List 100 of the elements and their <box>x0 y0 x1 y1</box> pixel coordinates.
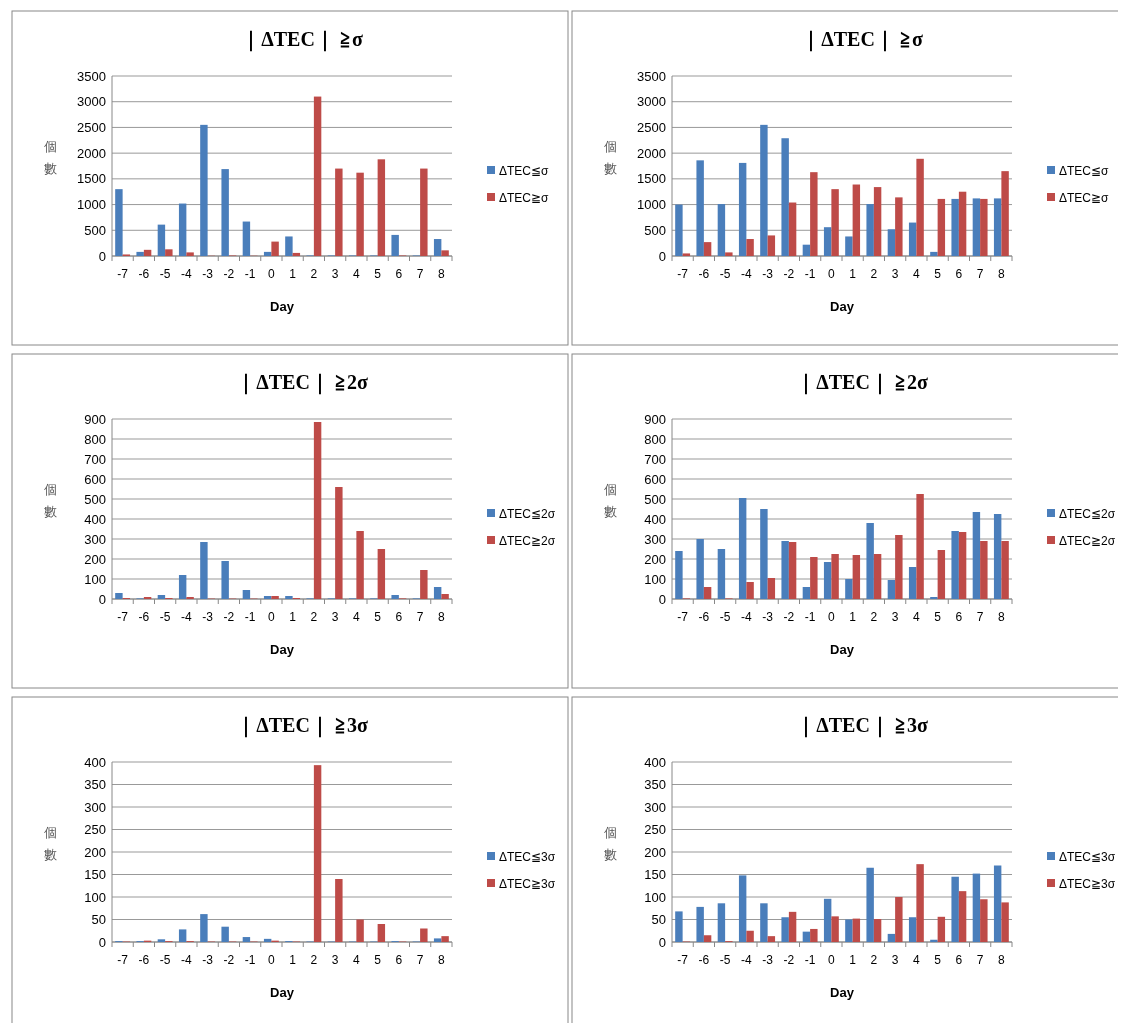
x-tick-label: -5 <box>719 267 731 281</box>
bar <box>157 939 166 942</box>
bar <box>895 535 903 599</box>
bar <box>823 227 832 256</box>
bar <box>242 590 251 599</box>
bar <box>916 158 924 256</box>
bar <box>200 124 208 256</box>
bar <box>703 935 712 942</box>
x-tick-label: -2 <box>783 610 795 624</box>
x-tick-label: 4 <box>913 953 921 967</box>
bar <box>908 567 917 599</box>
bar <box>887 933 896 942</box>
x-tick-label: 0 <box>828 953 836 967</box>
y-tick-label: 200 <box>84 551 106 567</box>
bar <box>831 554 839 599</box>
legend-label: ΔTEC≧σ <box>1059 191 1110 206</box>
bar <box>930 939 938 942</box>
bar <box>675 911 683 942</box>
y-tick-label: 250 <box>644 822 666 838</box>
bar <box>810 172 818 256</box>
x-tick-label: -7 <box>677 267 689 281</box>
bar <box>441 594 449 599</box>
x-tick-label: 1 <box>849 610 857 624</box>
x-tick-label: -1 <box>244 610 256 624</box>
legend-label: ΔTEC≧2σ <box>499 534 556 549</box>
y-tick-label: 100 <box>644 571 666 587</box>
x-tick-label: 0 <box>828 267 836 281</box>
x-tick-label: 7 <box>976 953 984 967</box>
x-tick-label: 8 <box>438 610 446 624</box>
bar <box>313 765 322 942</box>
bar <box>200 914 208 942</box>
bar <box>356 919 364 942</box>
bar <box>717 204 726 256</box>
bar <box>980 899 988 942</box>
x-tick-label: 5 <box>374 267 382 281</box>
x-tick-label: 1 <box>289 610 297 624</box>
x-tick-label: -2 <box>783 267 795 281</box>
y-tick-label: 900 <box>84 411 106 427</box>
bar <box>115 189 123 256</box>
y-tick-label: 350 <box>644 777 666 793</box>
x-tick-label: 0 <box>268 610 276 624</box>
bar <box>810 928 818 942</box>
y-tick-label: 0 <box>658 248 666 264</box>
x-tick-label: 3 <box>891 610 899 624</box>
y-tick-label: 0 <box>658 591 666 607</box>
bar <box>760 509 768 599</box>
bar <box>717 549 726 599</box>
y-tick-label: 150 <box>84 867 106 883</box>
x-tick-label: 2 <box>870 610 878 624</box>
bar <box>313 96 322 256</box>
y-tick-label: 600 <box>84 471 106 487</box>
bar <box>675 551 683 599</box>
x-tick-label: -4 <box>741 953 753 967</box>
bar <box>866 523 874 599</box>
bar <box>420 570 428 599</box>
bar <box>356 172 364 256</box>
y-tick-label: 2500 <box>77 119 106 135</box>
bar <box>263 596 272 599</box>
x-tick-label: 8 <box>998 267 1006 281</box>
chart-title: ｜ΔTEC｜ ≧2σ <box>796 371 928 395</box>
bar <box>873 187 882 256</box>
bar <box>958 191 967 256</box>
bar <box>675 204 683 256</box>
x-tick-label: -7 <box>117 610 129 624</box>
x-tick-label: 0 <box>268 953 276 967</box>
bar <box>377 159 386 256</box>
bar <box>895 897 903 942</box>
x-tick-label: 1 <box>849 953 857 967</box>
y-tick-label: 900 <box>644 411 666 427</box>
bar <box>725 252 733 256</box>
x-tick-label: 6 <box>955 953 963 967</box>
y-tick-label: 400 <box>644 754 666 770</box>
y-axis-title: 個數 <box>603 825 617 862</box>
x-tick-label: -5 <box>159 610 171 624</box>
legend-label: ΔTEC≦σ <box>499 164 550 179</box>
x-tick-label: 6 <box>955 267 963 281</box>
x-tick-label: -4 <box>181 953 193 967</box>
legend-label: ΔTEC≦3σ <box>499 850 556 865</box>
x-tick-label: 7 <box>416 267 424 281</box>
x-tick-label: 4 <box>353 953 361 967</box>
bar <box>746 930 754 942</box>
y-tick-label: 300 <box>84 799 106 815</box>
legend-label: ΔTEC≧2σ <box>1059 534 1116 549</box>
legend-label: ΔTEC≦2σ <box>1059 507 1116 522</box>
chart-title: ｜ΔTEC｜ ≧3σ <box>236 714 368 738</box>
chart-title: ｜ΔTEC｜ ≧2σ <box>236 371 368 395</box>
bar <box>781 138 789 256</box>
y-tick-label: 0 <box>658 934 666 950</box>
bar <box>263 938 272 942</box>
y-tick-label: 300 <box>84 531 106 547</box>
x-tick-label: 8 <box>438 267 446 281</box>
bar <box>703 242 712 256</box>
bar <box>335 879 343 942</box>
y-tick-label: 0 <box>98 248 106 264</box>
bar <box>717 903 726 942</box>
bar <box>788 202 797 256</box>
bar <box>420 168 428 256</box>
x-tick-label: -5 <box>719 953 731 967</box>
y-tick-label: 2500 <box>637 119 666 135</box>
x-tick-label: 0 <box>268 267 276 281</box>
